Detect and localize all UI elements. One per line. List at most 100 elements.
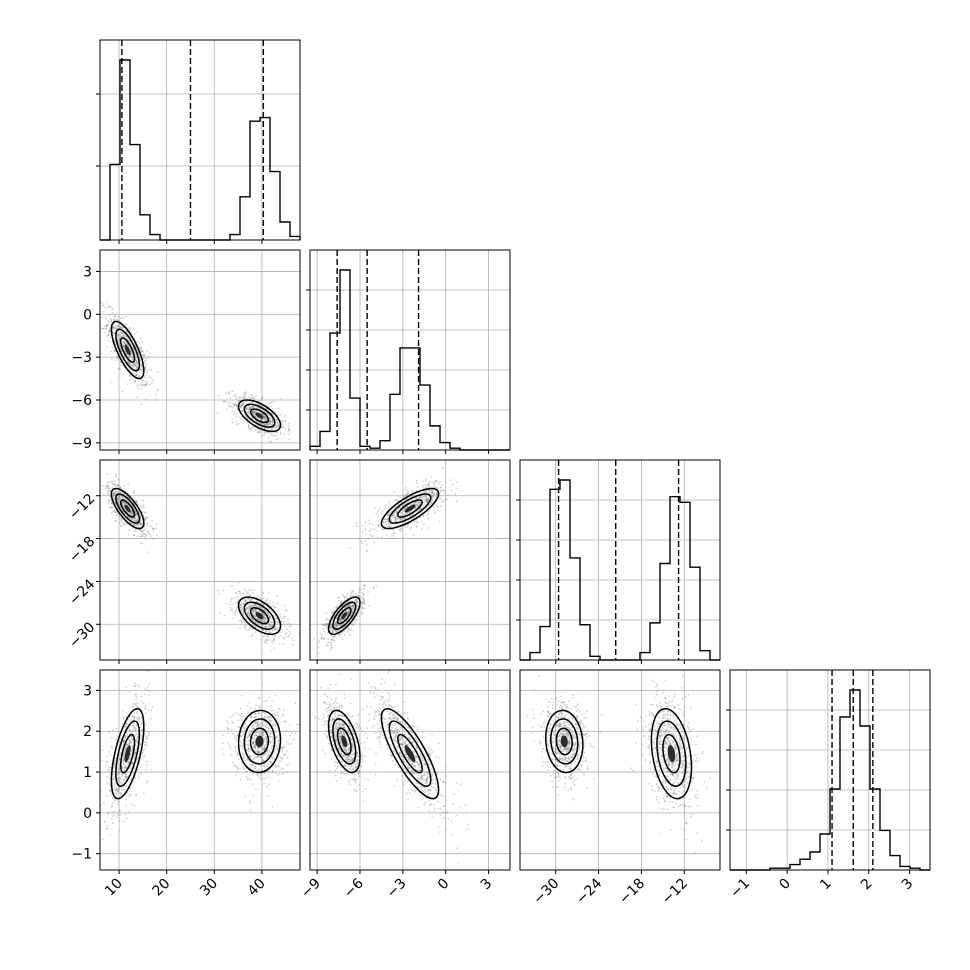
sample-point [419, 501, 422, 503]
density-contour [249, 607, 270, 625]
sample-point [262, 597, 265, 599]
sample-point [364, 521, 367, 524]
sample-point [332, 637, 334, 640]
sample-point [144, 743, 147, 746]
sample-point [130, 754, 133, 757]
sample-point [146, 531, 149, 533]
sample-point [268, 623, 271, 626]
sample-point [133, 711, 136, 714]
sample-point [119, 325, 122, 328]
sample-point [109, 794, 112, 797]
sample-point [290, 625, 292, 627]
sample-point [348, 610, 350, 612]
sample-point [271, 419, 274, 422]
sample-point [112, 493, 115, 496]
sample-point [433, 492, 435, 495]
sample-point [240, 396, 242, 399]
sample-point [247, 629, 250, 632]
sample-point [259, 430, 261, 433]
sample-point [324, 622, 327, 625]
sample-point [95, 805, 97, 807]
sample-point [146, 764, 148, 767]
sample-point [439, 489, 442, 492]
sample-point [141, 524, 144, 527]
sample-point [334, 626, 336, 628]
sample-point [119, 777, 121, 779]
sample-point [247, 411, 249, 414]
sample-point [326, 644, 329, 647]
sample-point [263, 416, 266, 419]
sample-point [431, 499, 433, 501]
sample-point [412, 503, 415, 506]
sample-point [114, 502, 116, 504]
sample-point [399, 511, 402, 514]
sample-point [123, 340, 126, 343]
sample-point [133, 684, 136, 687]
sample-point [406, 489, 408, 492]
sample-point [382, 521, 385, 523]
sample-point [378, 524, 381, 526]
sample-point [121, 521, 124, 524]
sample-point [269, 617, 272, 620]
sample-point [322, 624, 325, 627]
sample-point [390, 523, 393, 526]
sample-point [268, 631, 271, 634]
sample-point [265, 630, 268, 633]
sample-point [148, 690, 151, 692]
sample-point [260, 619, 262, 622]
sample-point [101, 327, 104, 330]
sample-point [255, 604, 257, 607]
sample-point [251, 405, 254, 407]
sample-point [321, 623, 324, 626]
sample-point [109, 834, 111, 837]
sample-point [361, 542, 363, 544]
sample-point [130, 744, 133, 747]
sample-point [280, 425, 283, 428]
sample-point [100, 301, 103, 304]
sample-point [136, 732, 138, 735]
sample-point [126, 338, 129, 340]
sample-point [265, 422, 268, 425]
sample-point [119, 347, 122, 350]
sample-point [345, 595, 348, 597]
sample-point [121, 509, 124, 512]
density-contour [124, 344, 131, 356]
sample-point [339, 618, 342, 621]
sample-point [117, 491, 120, 494]
sample-point [110, 506, 113, 509]
sample-point [256, 618, 259, 621]
sample-point [272, 621, 275, 624]
sample-point [414, 501, 417, 504]
sample-point [362, 597, 364, 600]
sample-point [119, 332, 122, 334]
sample-point [118, 788, 120, 791]
sample-point [141, 506, 144, 509]
sample-point [109, 753, 112, 756]
sample-point [137, 736, 139, 739]
sample-point [113, 493, 115, 496]
sample-point [281, 617, 284, 619]
sample-point [389, 525, 392, 528]
sample-point [135, 727, 138, 730]
sample-point [119, 332, 122, 335]
sample-point [133, 524, 136, 527]
sample-point [262, 422, 265, 425]
sample-point [241, 402, 244, 404]
sample-point [123, 754, 125, 756]
sample-point [280, 631, 283, 634]
sample-point [142, 749, 145, 751]
sample-point [132, 513, 134, 515]
sample-point [263, 641, 266, 644]
sample-point [135, 364, 138, 367]
sample-point [134, 515, 137, 518]
sample-point [397, 503, 400, 506]
sample-point [423, 484, 426, 487]
sample-point [114, 799, 117, 802]
sample-point [394, 517, 397, 520]
sample-point [112, 327, 115, 329]
sample-point [108, 333, 110, 336]
sample-point [137, 706, 140, 708]
sample-point [124, 502, 126, 504]
sample-point [233, 404, 236, 407]
sample-point [262, 591, 265, 594]
